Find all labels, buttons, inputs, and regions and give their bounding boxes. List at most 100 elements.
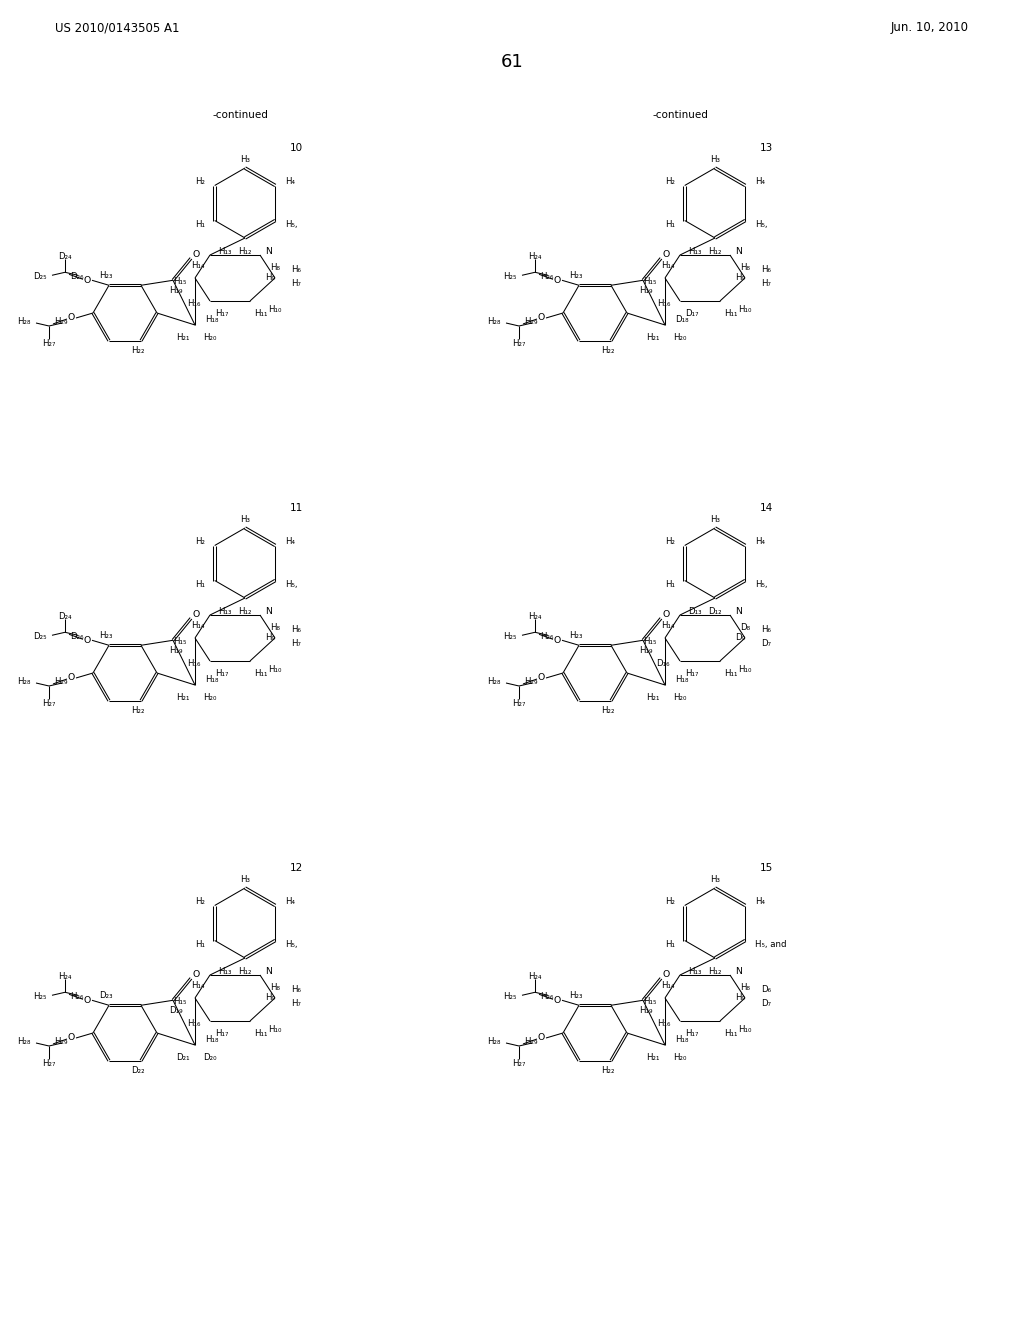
Text: D₁₂: D₁₂ <box>708 607 722 616</box>
Text: H₁₀: H₁₀ <box>268 305 282 314</box>
Text: H₇: H₇ <box>761 279 771 288</box>
Text: O: O <box>538 314 545 322</box>
Text: H₅,: H₅, <box>756 220 768 228</box>
Text: H₂₄: H₂₄ <box>528 972 542 981</box>
Text: H₇: H₇ <box>291 279 301 288</box>
Text: H₇: H₇ <box>291 998 301 1007</box>
Text: H₂₅: H₂₅ <box>504 632 517 640</box>
Text: H₂₆: H₂₆ <box>540 632 553 640</box>
Text: H₅,: H₅, <box>286 220 298 228</box>
Text: H₂₇: H₂₇ <box>42 338 55 347</box>
Text: H₂₀: H₂₀ <box>203 334 216 342</box>
Text: D₂₃: D₂₃ <box>99 991 113 999</box>
Text: H₂₉: H₂₉ <box>524 1036 538 1045</box>
Text: O: O <box>193 970 200 979</box>
Text: O: O <box>83 636 91 644</box>
Text: H₂₂: H₂₂ <box>601 706 614 715</box>
Text: H₁₅: H₁₅ <box>174 636 187 645</box>
Text: H₉: H₉ <box>735 993 745 1002</box>
Text: D₂₆: D₂₆ <box>70 272 84 281</box>
Text: H₂₃: H₂₃ <box>569 991 583 999</box>
Text: H₂₈: H₂₈ <box>487 676 501 685</box>
Text: D₂₀: D₂₀ <box>203 1053 217 1063</box>
Text: H₂₈: H₂₈ <box>487 317 501 326</box>
Text: H₁₂: H₁₂ <box>238 248 252 256</box>
Text: H₂₀: H₂₀ <box>203 693 216 702</box>
Text: 11: 11 <box>290 503 303 513</box>
Text: H₁₁: H₁₁ <box>254 668 267 677</box>
Text: H₁₂: H₁₂ <box>708 968 722 977</box>
Text: H₁₂: H₁₂ <box>238 607 252 616</box>
Text: H₆: H₆ <box>291 626 301 635</box>
Text: H₈: H₈ <box>740 982 750 991</box>
Text: H₂: H₂ <box>195 177 205 186</box>
Text: D₁₃: D₁₃ <box>688 607 701 616</box>
Text: D₁₆: D₁₆ <box>656 660 670 668</box>
Text: H₁₆: H₁₆ <box>186 660 200 668</box>
Text: H₂₈: H₂₈ <box>487 1036 501 1045</box>
Text: H₃: H₃ <box>710 515 720 524</box>
Text: H₉: H₉ <box>265 632 275 642</box>
Text: D₂₅: D₂₅ <box>34 272 47 281</box>
Text: H₁₁: H₁₁ <box>724 309 737 318</box>
Text: H₁: H₁ <box>195 940 205 949</box>
Text: H₂₈: H₂₈ <box>17 1036 31 1045</box>
Text: D₂₂: D₂₂ <box>131 1067 144 1076</box>
Text: O: O <box>538 1034 545 1043</box>
Text: D₂₁: D₂₁ <box>176 1053 190 1063</box>
Text: H₆: H₆ <box>761 265 771 275</box>
Text: H₂₃: H₂₃ <box>99 631 113 640</box>
Text: H₁₈: H₁₈ <box>675 1035 689 1044</box>
Text: O: O <box>663 970 670 979</box>
Text: H₁₄: H₁₄ <box>191 620 205 630</box>
Text: H₁₅: H₁₅ <box>174 997 187 1006</box>
Text: H₂₁: H₂₁ <box>176 693 190 702</box>
Text: D₆: D₆ <box>761 986 771 994</box>
Text: H₂₂: H₂₂ <box>601 346 614 355</box>
Text: Jun. 10, 2010: Jun. 10, 2010 <box>891 21 969 34</box>
Text: H₂₀: H₂₀ <box>673 334 686 342</box>
Text: H₈: H₈ <box>270 982 280 991</box>
Text: 13: 13 <box>760 143 773 153</box>
Text: H₁₆: H₁₆ <box>186 300 200 309</box>
Text: H₁₁: H₁₁ <box>724 1028 737 1038</box>
Text: H₇: H₇ <box>291 639 301 648</box>
Text: 61: 61 <box>501 53 523 71</box>
Text: H₁₇: H₁₇ <box>215 668 228 677</box>
Text: H₁: H₁ <box>665 940 675 949</box>
Text: H₁₅: H₁₅ <box>644 276 657 285</box>
Text: D₂₅: D₂₅ <box>34 632 47 640</box>
Text: H₃: H₃ <box>240 154 250 164</box>
Text: H₄: H₄ <box>286 898 295 906</box>
Text: N: N <box>735 248 741 256</box>
Text: H₁₃: H₁₃ <box>218 607 231 616</box>
Text: H₂₉: H₂₉ <box>54 676 68 685</box>
Text: O: O <box>68 314 75 322</box>
Text: D₂₄: D₂₄ <box>58 252 72 261</box>
Text: H₉: H₉ <box>265 272 275 281</box>
Text: O: O <box>68 673 75 682</box>
Text: H₁₄: H₁₄ <box>191 981 205 990</box>
Text: N: N <box>735 968 741 977</box>
Text: H₁₈: H₁₈ <box>206 675 219 684</box>
Text: H₅,: H₅, <box>756 579 768 589</box>
Text: H₁₁: H₁₁ <box>724 668 737 677</box>
Text: H₁₀: H₁₀ <box>738 1024 752 1034</box>
Text: H₂₄: H₂₄ <box>528 611 542 620</box>
Text: H₁₀: H₁₀ <box>268 1024 282 1034</box>
Text: H₂₉: H₂₉ <box>524 317 538 326</box>
Text: H₁₄: H₁₄ <box>662 981 675 990</box>
Text: H₁₆: H₁₆ <box>186 1019 200 1028</box>
Text: D₇: D₇ <box>761 998 771 1007</box>
Text: H₂₄: H₂₄ <box>58 972 72 981</box>
Text: O: O <box>553 636 560 644</box>
Text: 10: 10 <box>290 143 303 153</box>
Text: H₁₅: H₁₅ <box>644 636 657 645</box>
Text: H₂₇: H₂₇ <box>512 338 525 347</box>
Text: H₁₃: H₁₃ <box>688 968 701 977</box>
Text: H₄: H₄ <box>756 898 765 906</box>
Text: H₁₆: H₁₆ <box>656 1019 670 1028</box>
Text: H₂₃: H₂₃ <box>569 271 583 280</box>
Text: H₁₁: H₁₁ <box>254 1028 267 1038</box>
Text: H₁₅: H₁₅ <box>644 997 657 1006</box>
